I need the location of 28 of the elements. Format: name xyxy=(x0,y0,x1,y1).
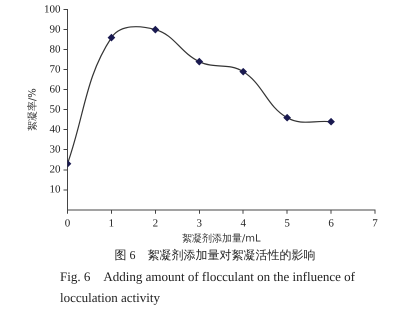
caption: 图 6 絮凝剂添加量对絮凝活性的影响 xyxy=(114,247,316,264)
point xyxy=(284,114,291,122)
x-tick-label: 1 xyxy=(108,217,114,230)
y-tick-label: 10 xyxy=(50,184,61,196)
caption: Fig. 6 Adding amount of flocculant on the influence of locculation activity xyxy=(60,268,356,307)
y-tick-label: 20 xyxy=(50,164,61,176)
point xyxy=(327,118,335,126)
x-axis-title: 絮凝剂添加量/mL xyxy=(182,232,262,245)
y-tick-label: 100 xyxy=(44,3,61,16)
point xyxy=(108,34,116,42)
y-tick-label: 80 xyxy=(50,44,61,56)
x-tick-label: 2 xyxy=(152,217,158,230)
y-tick-label: 50 xyxy=(50,104,61,116)
point xyxy=(196,58,203,66)
x-tick-label: 7 xyxy=(372,217,378,230)
x-tick-label: 3 xyxy=(196,217,203,230)
point xyxy=(152,26,159,34)
point xyxy=(240,68,247,76)
y-tick-label: 70 xyxy=(50,64,61,76)
y-tick-label: 90 xyxy=(50,24,61,36)
x-tick-label: 0 xyxy=(64,217,71,230)
y-tick-label: 30 xyxy=(50,144,61,156)
x-tick-label: 4 xyxy=(240,217,246,230)
x-tick-label: 6 xyxy=(328,217,334,230)
y-tick-label: 60 xyxy=(50,84,61,96)
y-tick-label: 40 xyxy=(50,124,61,136)
x-tick-label: 5 xyxy=(284,217,290,230)
y-axis-title: 絮凝率/% xyxy=(26,88,39,132)
